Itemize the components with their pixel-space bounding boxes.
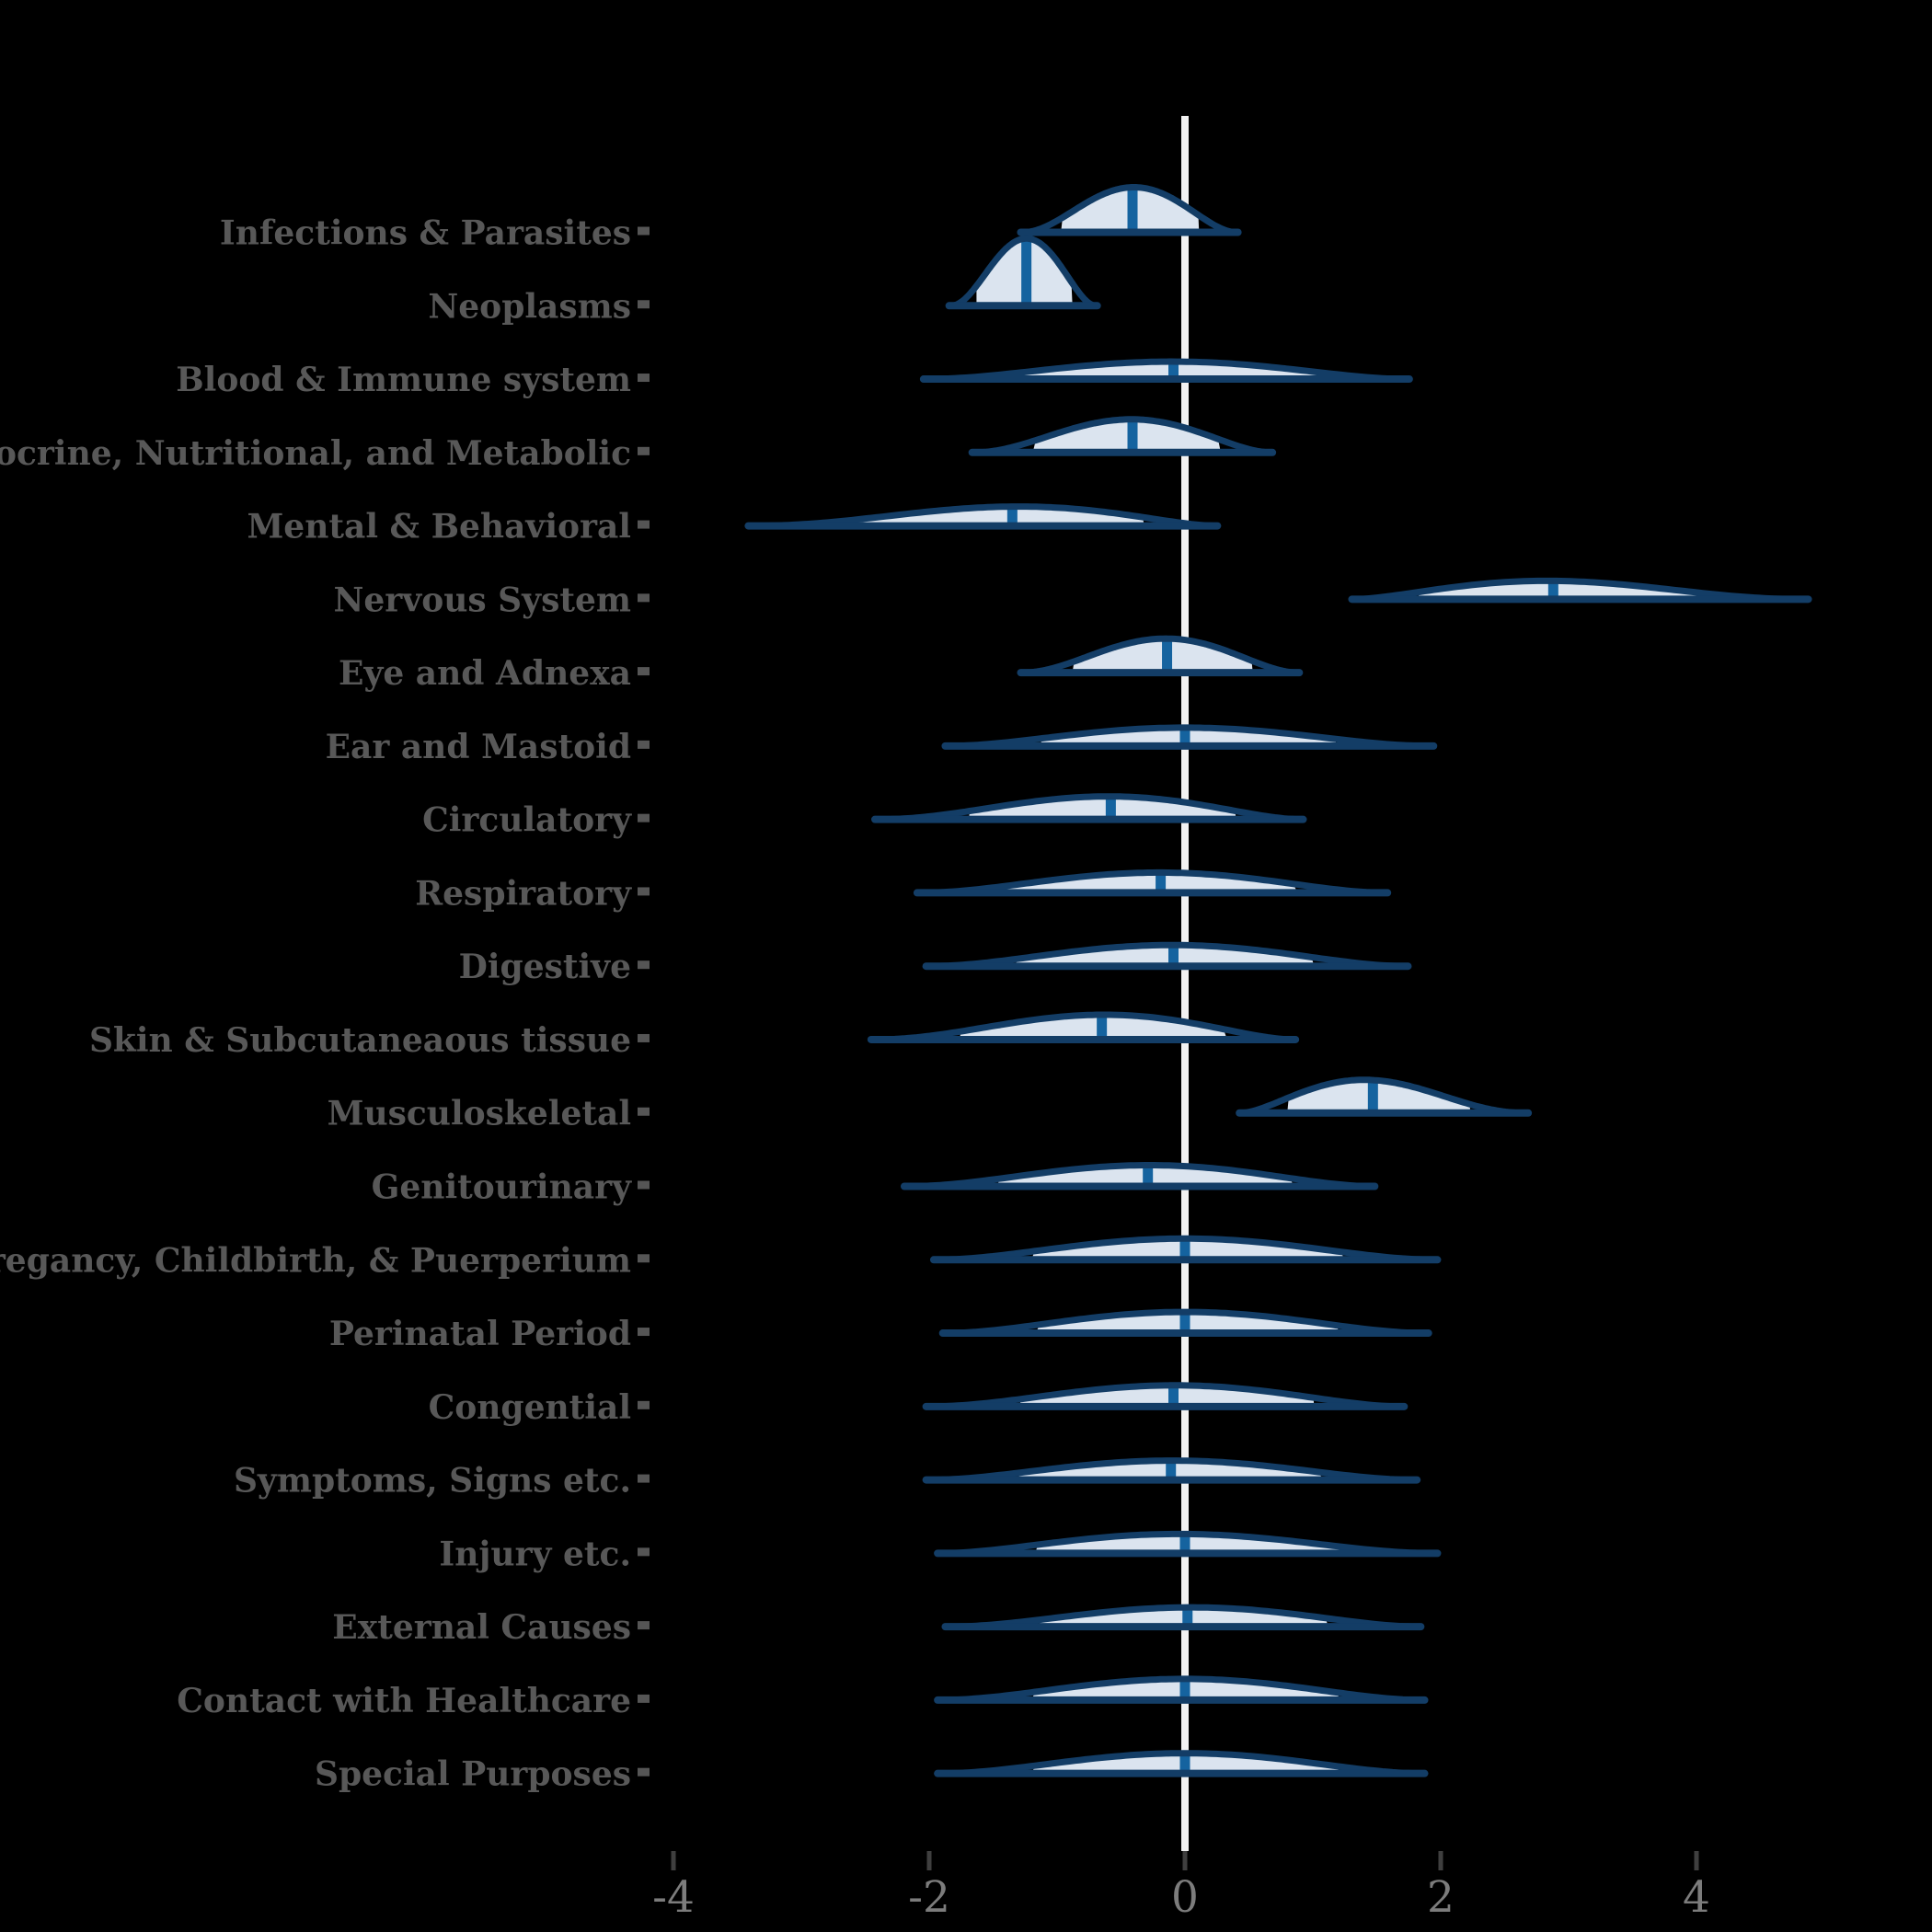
category-tick-square [638, 667, 650, 676]
category-label: Perinatal Period [329, 1315, 631, 1353]
category-tick-square [638, 1621, 650, 1630]
density-row: Contact with Healthcare [177, 1675, 1429, 1720]
category-tick-square [638, 520, 650, 529]
category-label: Injury etc. [439, 1535, 631, 1573]
category-label: Neoplasms [428, 287, 631, 326]
density-outline [1021, 184, 1237, 236]
density-outline [939, 1530, 1436, 1557]
density-row: Neoplasms [428, 235, 1101, 326]
density-outline [918, 868, 1386, 896]
density-outline [1240, 1076, 1527, 1117]
density-row: Endocrine, Nutritional, and Metabolic [0, 416, 1277, 473]
x-axis-tick-label: 4 [1683, 1872, 1710, 1923]
category-label: Circulatory [422, 801, 632, 840]
density-row: Perinatal Period [329, 1308, 1432, 1353]
category-tick-square [638, 593, 650, 603]
category-tick-square [638, 446, 650, 455]
density-row: Mental & Behavioral [247, 503, 1222, 546]
density-outline [939, 1675, 1423, 1704]
density-row: Infections & Parasites [220, 184, 1242, 253]
density-outline [925, 358, 1408, 383]
category-label: Eye and Adnexa [339, 654, 631, 693]
density-row: Blood & Immune system [176, 358, 1413, 399]
density-outline [927, 1457, 1416, 1484]
density-row: Symptoms, Signs etc. [234, 1457, 1421, 1501]
category-tick-square [638, 1547, 650, 1557]
density-row: Digestive [459, 941, 1412, 986]
density-row: Injury etc. [439, 1530, 1442, 1573]
density-outline [1022, 635, 1298, 676]
category-label: Pregancy, Childbirth, & Puerperium [0, 1241, 631, 1280]
category-label: Blood & Immune system [176, 361, 631, 399]
category-label: Respiratory [415, 874, 632, 913]
category-tick-square [638, 1180, 650, 1190]
density-outline [947, 1604, 1420, 1630]
category-label: Endocrine, Nutritional, and Metabolic [0, 434, 631, 473]
density-interval-fill [1287, 1079, 1470, 1113]
category-tick-square [638, 1474, 650, 1483]
category-tick-square [638, 887, 650, 896]
category-tick-square [638, 1400, 650, 1409]
category-tick-square [638, 1328, 650, 1337]
category-label: Skin & Subcutaneaous tissue [89, 1021, 631, 1060]
density-row: Ear and Mastoid [326, 724, 1438, 766]
category-tick-square [638, 960, 650, 970]
density-outline [927, 941, 1407, 970]
density-outline [872, 1011, 1294, 1043]
density-row: Eye and Adnexa [339, 635, 1304, 693]
x-axis-tick-label: 0 [1171, 1872, 1199, 1923]
category-label: Contact with Healthcare [177, 1682, 631, 1720]
density-outline [935, 1235, 1436, 1263]
category-label: Genitourinary [372, 1168, 632, 1207]
category-tick-square [638, 300, 650, 309]
x-axis-tick-label: 2 [1427, 1872, 1455, 1923]
density-outline [973, 416, 1271, 456]
density-row: Respiratory [415, 868, 1392, 913]
density-row: Nervous System [334, 577, 1812, 619]
x-axis-tick-label: -2 [908, 1872, 950, 1923]
density-row: Genitourinary [372, 1162, 1379, 1207]
category-label: Special Purposes [315, 1755, 631, 1794]
category-label: Infections & Parasites [220, 214, 631, 253]
density-outline [876, 793, 1302, 823]
category-label: Congential [429, 1388, 631, 1427]
density-row: Congential [429, 1382, 1409, 1427]
density-outline [927, 1382, 1403, 1410]
density-outline [949, 235, 1098, 309]
category-label: External Causes [332, 1608, 631, 1647]
x-axis-tick-label: -4 [652, 1872, 695, 1923]
category-tick-square [638, 1694, 650, 1703]
category-tick-square [638, 226, 650, 236]
category-tick-square [638, 1254, 650, 1263]
density-row: Circulatory [422, 793, 1307, 840]
category-label: Symptoms, Signs etc. [234, 1462, 631, 1501]
density-outline [905, 1162, 1374, 1190]
category-label: Ear and Mastoid [326, 728, 631, 766]
density-row: Pregancy, Childbirth, & Puerperium [0, 1235, 1442, 1280]
density-row: Special Purposes [315, 1750, 1429, 1794]
density-row: Musculoskeletal [328, 1076, 1533, 1133]
category-tick-square [638, 740, 650, 749]
density-outline [939, 1750, 1423, 1777]
density-outline [947, 724, 1432, 750]
category-label: Nervous System [334, 581, 632, 619]
density-outline [944, 1308, 1427, 1337]
category-tick-square [638, 813, 650, 822]
density-row: Skin & Subcutaneaous tissue [89, 1011, 1300, 1060]
category-tick-square [638, 374, 650, 383]
category-label: Musculoskeletal [328, 1095, 631, 1133]
density-row: External Causes [332, 1604, 1425, 1647]
category-tick-square [638, 1767, 650, 1777]
category-tick-square [638, 1033, 650, 1042]
category-tick-square [638, 1107, 650, 1116]
category-label: Mental & Behavioral [247, 508, 631, 546]
category-label: Digestive [459, 948, 631, 986]
